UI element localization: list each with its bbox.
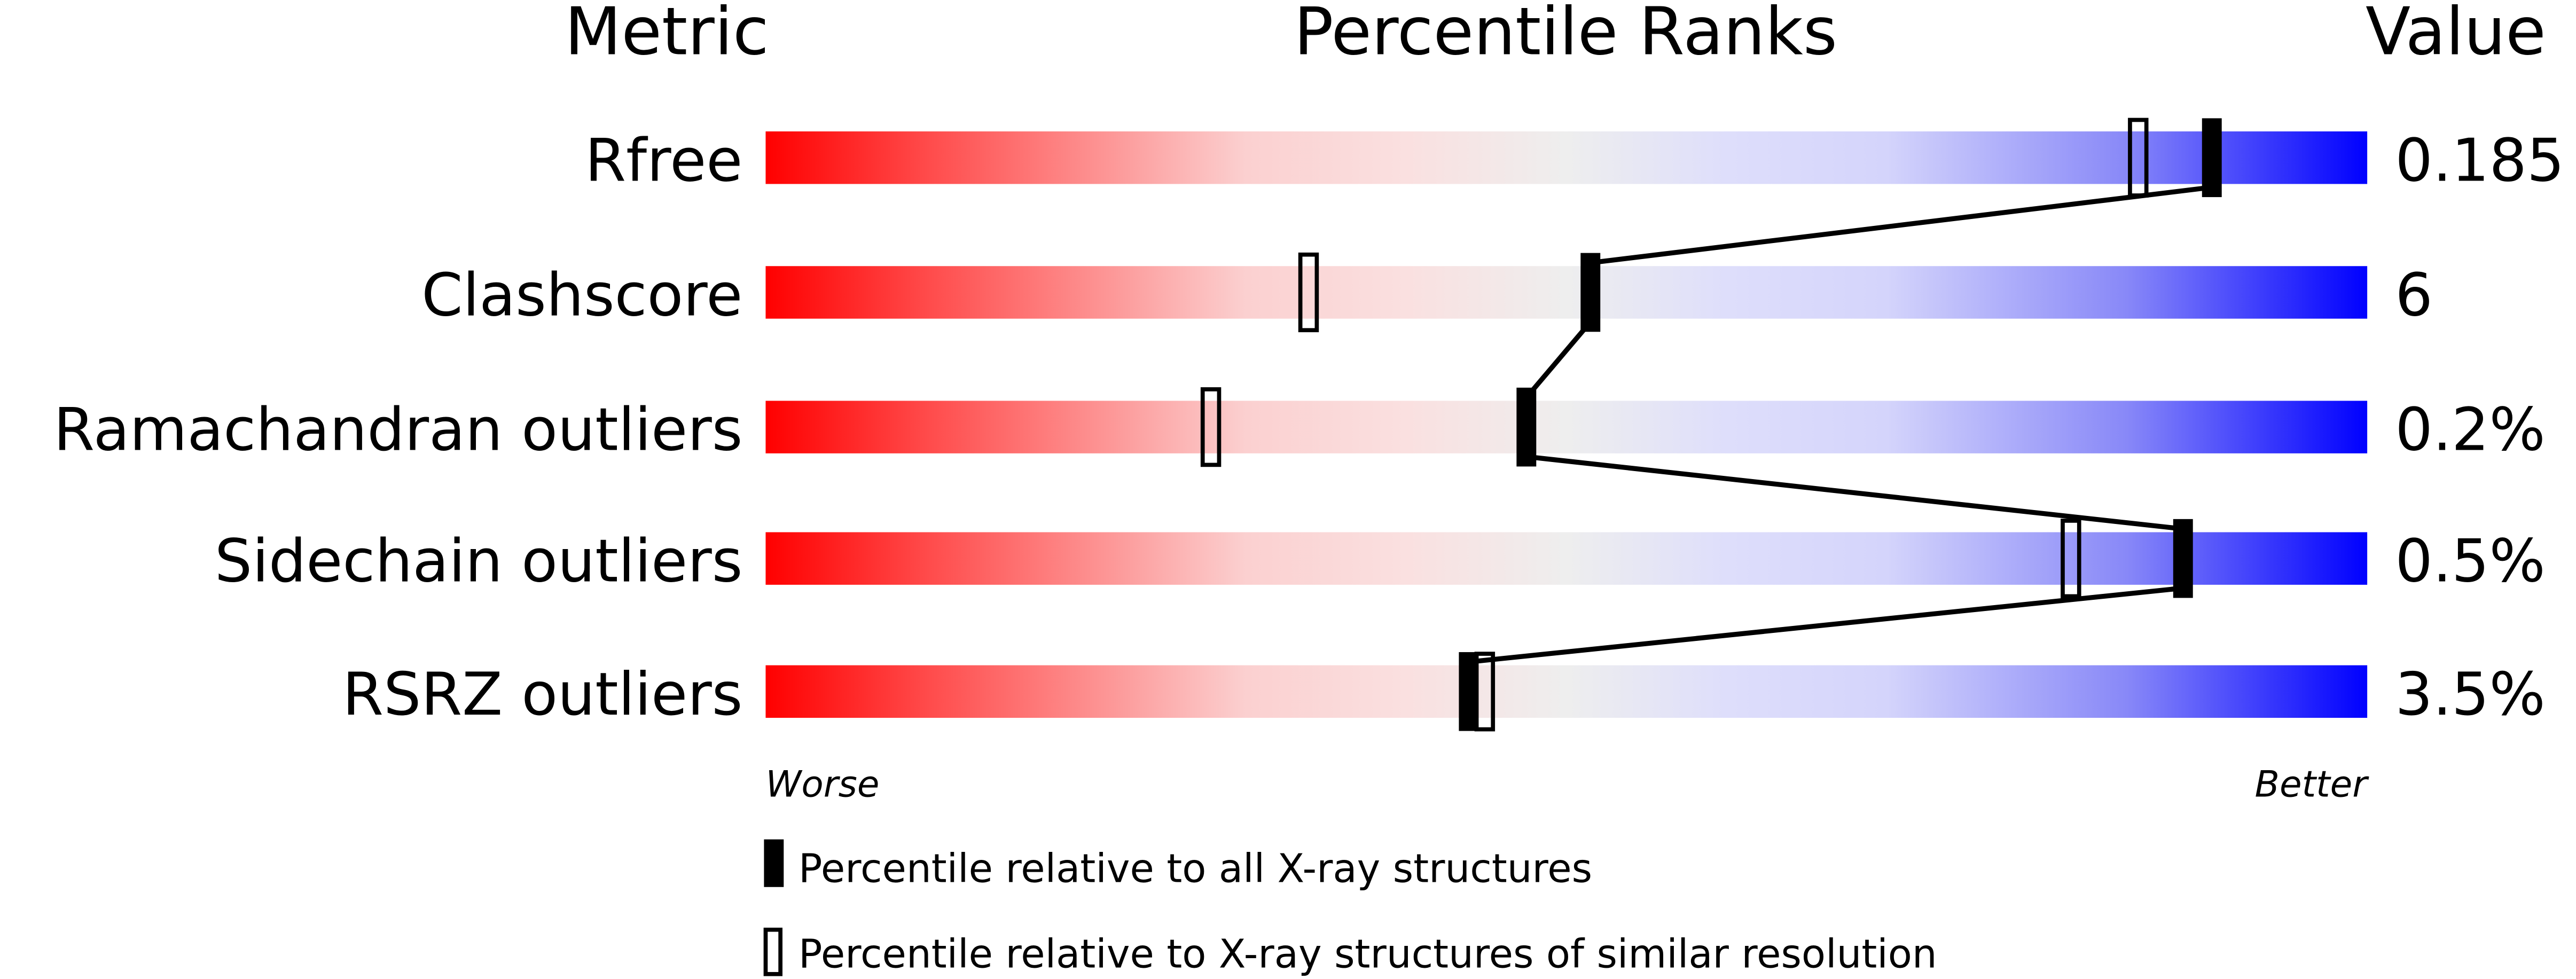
- marker-all-structures: [1516, 387, 1537, 467]
- marker-all-structures: [2202, 118, 2222, 198]
- marker-similar-resolution: [2128, 118, 2149, 198]
- metric-label: RSRZ outliers: [342, 660, 742, 729]
- legend-filled-marker: [764, 839, 784, 887]
- legend-filled-label: Percentile relative to all X-ray structu…: [798, 846, 1592, 892]
- metric-label: Clashscore: [421, 261, 742, 330]
- metric-value: 0.2%: [2395, 396, 2545, 465]
- percentile-bar: [765, 665, 2368, 718]
- marker-similar-resolution: [1298, 252, 1319, 333]
- metric-label: Ramachandran outliers: [53, 396, 742, 465]
- marker-all-structures: [1580, 253, 1601, 332]
- header-value: Value: [2366, 0, 2546, 70]
- metric-value: 0.5%: [2395, 527, 2545, 596]
- axis-label-better: Better: [2255, 763, 2370, 805]
- percentile-bar: [765, 532, 2368, 585]
- header-percentile-ranks: Percentile Ranks: [1294, 0, 1837, 70]
- metric-label: Sidechain outliers: [215, 527, 743, 596]
- marker-all-structures: [2173, 519, 2193, 598]
- percentile-bar: [765, 266, 2368, 319]
- percentile-bar: [765, 401, 2368, 453]
- metric-value: 6: [2395, 261, 2432, 330]
- marker-all-structures: [1459, 652, 1479, 731]
- metric-value: 3.5%: [2395, 660, 2545, 729]
- metric-label: Rfree: [585, 126, 742, 195]
- percentile-bar: [765, 131, 2368, 184]
- marker-similar-resolution: [2061, 519, 2081, 599]
- metric-value: 0.185: [2395, 126, 2564, 195]
- marker-similar-resolution: [1200, 387, 1222, 467]
- legend-open-label: Percentile relative to X-ray structures …: [798, 931, 1937, 977]
- legend-open-marker: [763, 927, 783, 976]
- axis-label-worse: Worse: [765, 763, 879, 805]
- header-metric: Metric: [565, 0, 769, 70]
